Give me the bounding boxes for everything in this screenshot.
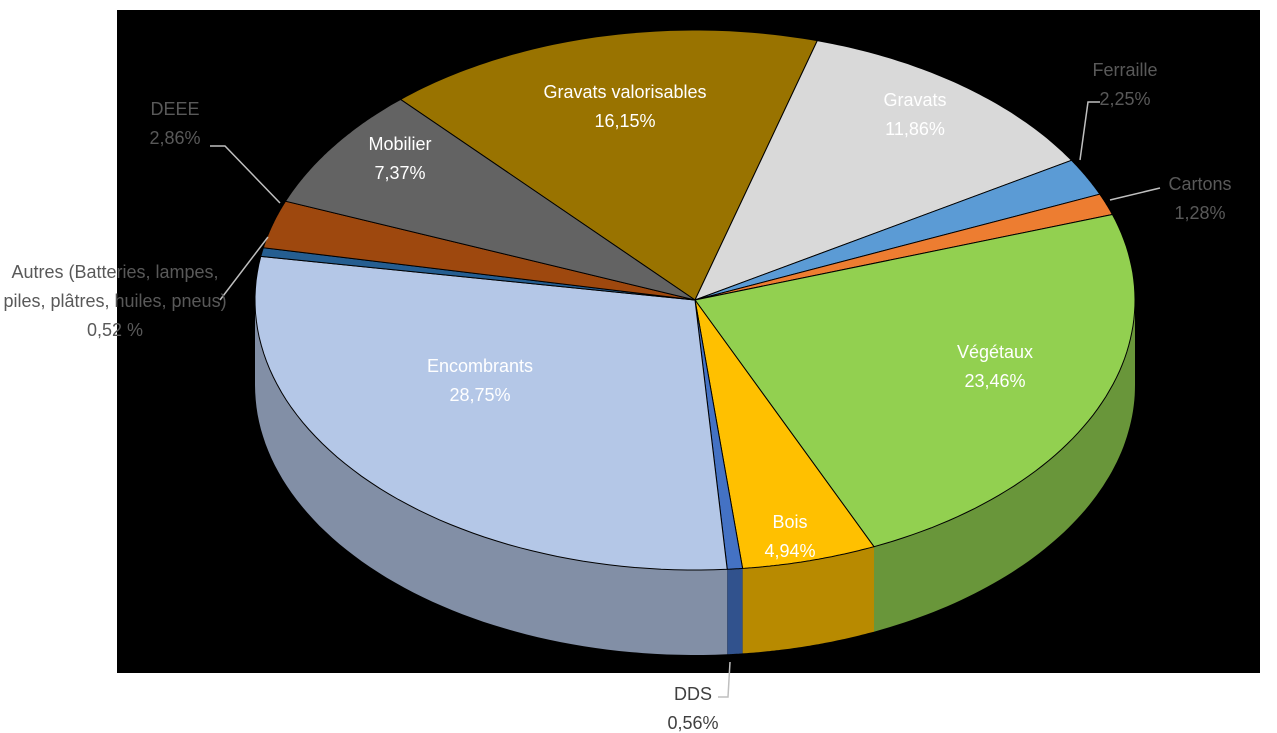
slice-side	[255, 300, 728, 655]
slice	[254, 255, 728, 571]
slice	[694, 213, 1136, 548]
leader-line	[210, 145, 281, 204]
category-label: Gravats	[883, 90, 947, 110]
slice	[284, 98, 696, 301]
value-label: 1,28%	[1174, 203, 1226, 223]
category-label: Végétaux	[956, 342, 1034, 362]
value-label: 11,86%	[885, 119, 945, 139]
slice-side	[742, 546, 874, 654]
data-label: Cartons 1,28%	[1168, 170, 1231, 228]
category-label: Cartons	[1168, 174, 1232, 194]
value-label: 2,86%	[149, 128, 201, 148]
slice	[694, 299, 744, 570]
slice-side	[874, 300, 1135, 632]
category-label: Bois	[772, 512, 808, 532]
category-label: Mobilier	[368, 134, 432, 154]
data-label: Ferraille 2,25%	[1092, 56, 1157, 114]
slice	[694, 193, 1114, 301]
leader-line	[219, 236, 269, 301]
slice	[694, 159, 1101, 301]
leader-line	[1109, 187, 1161, 201]
value-label: 28,75%	[449, 385, 511, 405]
data-label: Bois 4,94%	[764, 508, 815, 566]
value-label: 2,25%	[1099, 89, 1151, 109]
data-label: Gravats valorisables 16,15%	[543, 78, 706, 136]
value-label: 4,94%	[764, 541, 816, 561]
data-label: DEEE 2,86%	[149, 95, 200, 153]
data-label: Végétaux 23,46%	[957, 338, 1033, 396]
slice	[694, 299, 875, 569]
category-label: Gravats valorisables	[543, 82, 707, 102]
leader-line	[1079, 101, 1100, 161]
value-label: 23,46%	[964, 371, 1026, 391]
data-label: Encombrants 28,75%	[427, 352, 533, 410]
slice-side	[727, 568, 743, 655]
category-label: DEEE	[150, 99, 200, 119]
data-label: DDS 0,56%	[667, 680, 718, 733]
slice	[399, 29, 819, 301]
value-label: 0,52 %	[86, 320, 144, 340]
leader-lines	[210, 101, 1161, 698]
leader-line	[718, 661, 731, 698]
value-label: 16,15%	[594, 111, 656, 131]
data-label: Gravats 11,86%	[883, 86, 946, 144]
value-label: 7,37%	[374, 163, 426, 183]
data-label: Mobilier 7,37%	[368, 130, 431, 188]
data-label: Autres (Batteries, lampes, piles, plâtre…	[0, 258, 230, 345]
category-label: Encombrants	[426, 356, 534, 376]
category-label: DDS	[673, 684, 713, 704]
value-label: 0,56%	[667, 713, 719, 733]
category-label: Autres (Batteries, lampes, piles, plâtre…	[3, 262, 227, 311]
category-label: Ferraille	[1092, 60, 1158, 80]
slice	[694, 40, 1073, 301]
